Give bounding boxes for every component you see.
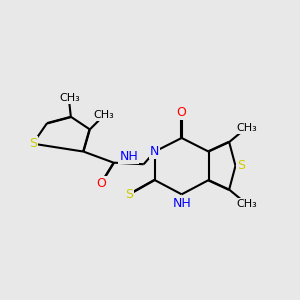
Text: S: S: [29, 137, 37, 150]
Text: S: S: [125, 188, 134, 201]
Text: CH₃: CH₃: [94, 110, 115, 120]
Text: NH: NH: [119, 150, 138, 163]
Text: S: S: [237, 159, 245, 172]
Text: CH₃: CH₃: [236, 199, 257, 209]
Text: N: N: [150, 145, 159, 158]
Text: CH₃: CH₃: [236, 123, 257, 133]
Text: CH₃: CH₃: [59, 93, 80, 103]
Text: NH: NH: [172, 197, 191, 210]
Text: O: O: [96, 177, 106, 190]
Text: O: O: [177, 106, 187, 119]
